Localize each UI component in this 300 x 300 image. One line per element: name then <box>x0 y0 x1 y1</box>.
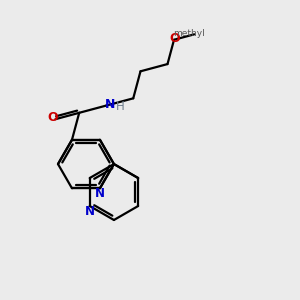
Text: N: N <box>95 187 105 200</box>
Text: N: N <box>85 205 95 218</box>
Text: methyl: methyl <box>173 29 205 38</box>
Text: O: O <box>169 32 180 45</box>
Text: H: H <box>116 100 124 113</box>
Text: O: O <box>48 111 58 124</box>
Text: N: N <box>105 98 116 111</box>
